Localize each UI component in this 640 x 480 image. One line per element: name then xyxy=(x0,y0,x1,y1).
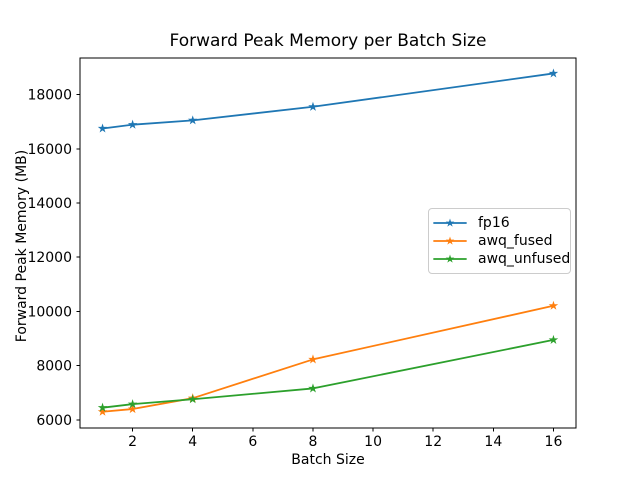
svg-text:18000: 18000 xyxy=(27,88,72,104)
svg-text:10000: 10000 xyxy=(27,304,72,320)
svg-text:14000: 14000 xyxy=(27,196,72,212)
svg-text:6: 6 xyxy=(248,434,257,450)
svg-text:4: 4 xyxy=(188,434,197,450)
svg-text:2: 2 xyxy=(128,434,137,450)
svg-text:8: 8 xyxy=(309,434,318,450)
svg-text:14: 14 xyxy=(484,434,502,450)
svg-text:12000: 12000 xyxy=(27,250,72,266)
svg-text:6000: 6000 xyxy=(36,413,72,429)
legend: fp16 awq_fused awq_unfused xyxy=(428,208,571,274)
legend-item-fp16: fp16 xyxy=(433,214,564,232)
legend-item-awq-fused: awq_fused xyxy=(433,232,564,250)
legend-line-marker-icon xyxy=(433,254,467,263)
legend-label: awq_unfused xyxy=(478,251,571,267)
svg-text:10: 10 xyxy=(364,434,382,450)
svg-text:16000: 16000 xyxy=(27,142,72,158)
svg-text:16: 16 xyxy=(545,434,563,450)
legend-item-awq-unfused: awq_unfused xyxy=(433,250,570,268)
x-axis-label: Batch Size xyxy=(291,452,365,468)
legend-label: fp16 xyxy=(478,215,510,231)
legend-label: awq_fused xyxy=(478,233,553,249)
legend-line-marker-icon xyxy=(433,218,467,227)
svg-text:8000: 8000 xyxy=(36,359,72,375)
legend-line-marker-icon xyxy=(433,236,467,245)
svg-text:12: 12 xyxy=(424,434,442,450)
chart-title: Forward Peak Memory per Batch Size xyxy=(169,31,487,51)
